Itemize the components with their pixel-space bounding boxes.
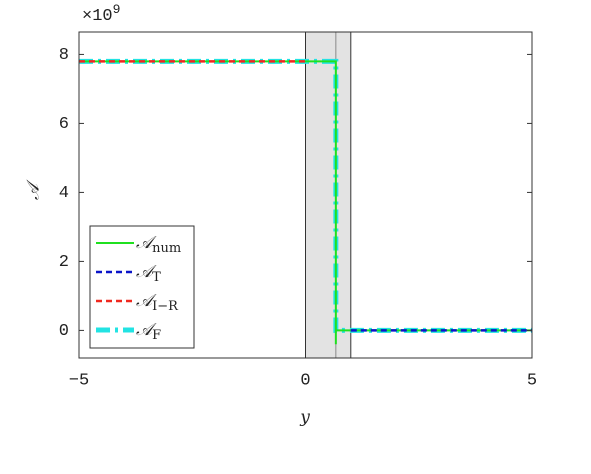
y-tick-label: 2: [59, 253, 69, 272]
legend-label: 𝒜T: [136, 262, 161, 285]
legend-name: 𝒜: [136, 233, 157, 253]
x-axis-label: y: [299, 408, 310, 428]
legend-label: 𝒜I−R: [136, 291, 179, 314]
legend-subscript: num: [152, 241, 181, 256]
y-multiplier-base: ×10: [82, 7, 113, 26]
y-tick-label: 0: [59, 322, 69, 341]
shaded-region: [305, 31, 352, 359]
y-multiplier: ×109: [82, 2, 120, 26]
legend-label: 𝒜F: [136, 320, 161, 343]
legend-name: 𝒜: [136, 291, 157, 311]
legend-name: 𝒜: [136, 262, 157, 282]
legend-subscript: F: [152, 328, 161, 343]
y-tick-label: 8: [59, 46, 69, 65]
y-tick-label: 6: [59, 115, 69, 134]
legend-label: 𝒜num: [136, 233, 181, 256]
legend-subscript: T: [152, 270, 161, 285]
legend-name: 𝒜: [136, 320, 157, 340]
x-tick-label: −5: [69, 371, 89, 390]
legend-subscript: I−R: [152, 299, 179, 314]
x-tick-label: 5: [527, 371, 537, 390]
y-multiplier-exp: 9: [113, 2, 121, 17]
x-tick-label: 0: [300, 371, 310, 390]
y-axis-label: 𝒜: [24, 179, 44, 200]
y-tick-label: 4: [59, 184, 69, 203]
